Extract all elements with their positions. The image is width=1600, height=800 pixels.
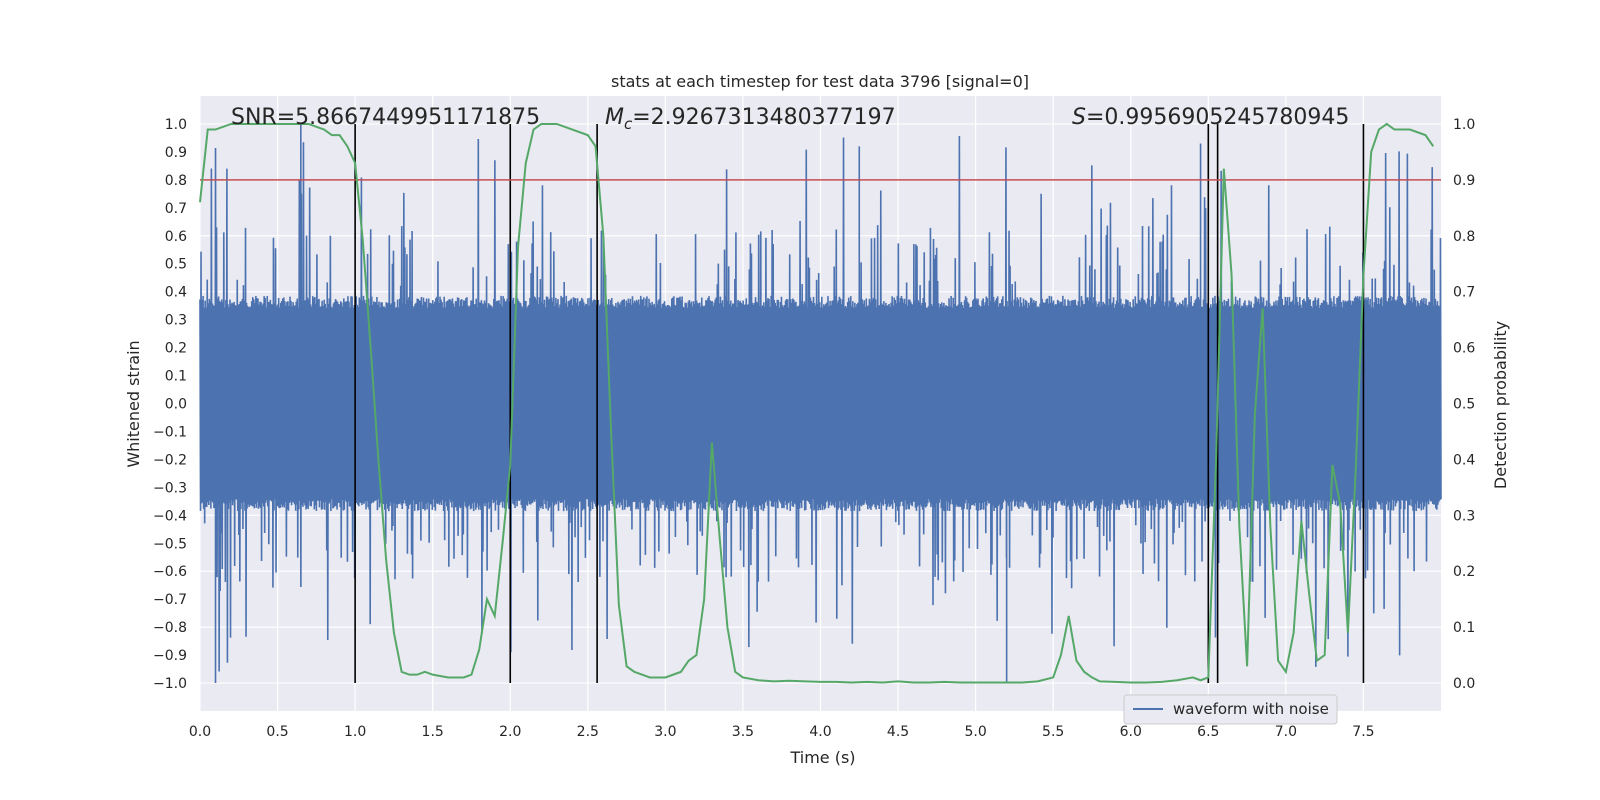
- y-tick-label: −0.7: [153, 592, 187, 608]
- x-tick-label: 1.5: [422, 724, 444, 740]
- waveform-line: [199, 123, 1442, 684]
- y-tick-label: 0.2: [165, 341, 187, 357]
- x-tick-label: 0.5: [266, 724, 288, 740]
- y-tick-label: 0.7: [165, 201, 187, 217]
- y-tick-label: −0.4: [153, 508, 187, 524]
- y-tick-label: −0.2: [153, 452, 187, 468]
- x-tick-label: 5.0: [964, 724, 986, 740]
- x-tick-label: 7.5: [1352, 724, 1374, 740]
- x-tick-label: 3.5: [732, 724, 754, 740]
- x-tick-label: 7.0: [1275, 724, 1297, 740]
- y-tick-label: 0.3: [165, 313, 187, 329]
- mc-symbol: M: [605, 105, 624, 130]
- y-tick-label: −0.3: [153, 480, 187, 496]
- y-axis-label: Whitened strain: [124, 340, 143, 467]
- y-tick-label: 0.5: [165, 257, 187, 273]
- y-tick-label: 0.4: [165, 285, 187, 301]
- x-tick-label: 2.5: [577, 724, 599, 740]
- probability-series: [199, 122, 1435, 684]
- x-axis-label: Time (s): [789, 748, 855, 767]
- x-tick-label: 4.5: [887, 724, 909, 740]
- y2-tick-label: 0.2: [1453, 564, 1475, 580]
- x-tick-label: 1.0: [344, 724, 366, 740]
- y-tick-labels: 1.0 0.9 0.8 0.7 0.6 0.5 0.4 0.3 0.2 0.1 0.0 −0.1 −0.…: [153, 117, 187, 692]
- y2-tick-label: 0.4: [1453, 452, 1475, 468]
- x-tick-label: 6.5: [1197, 724, 1219, 740]
- x-tick-label: 3.0: [654, 724, 676, 740]
- y-tick-label: −0.8: [153, 620, 187, 636]
- y-tick-label: −1.0: [153, 676, 187, 692]
- snr-annotation: SNR=5.8667449951171875: [231, 105, 540, 130]
- y-tick-label: 0.9: [165, 145, 187, 161]
- legend-label: waveform with noise: [1173, 700, 1329, 718]
- s-symbol: S: [1072, 105, 1086, 130]
- x-tick-label: 6.0: [1120, 724, 1142, 740]
- y-tick-label: −0.5: [153, 536, 187, 552]
- mc-annotation: Mc=2.9267313480377197: [605, 105, 896, 133]
- s-value: =0.9956905245780945: [1086, 105, 1349, 130]
- y2-tick-label: 0.9: [1453, 173, 1475, 189]
- y2-axis-label: Detection probability: [1491, 321, 1510, 489]
- y-tick-label: 0.8: [165, 173, 187, 189]
- y-tick-label: 0.0: [165, 397, 187, 413]
- x-tick-labels: 0.0 0.5 1.0 1.5 2.0 2.5 3.0 3.5 4.0 4.5 5.0 5.5 6.0 6…: [189, 724, 1375, 740]
- y2-tick-label: 0.1: [1453, 620, 1475, 636]
- y-tick-label: −0.1: [153, 424, 187, 440]
- x-tick-label: 0.0: [189, 724, 211, 740]
- y-tick-label: −0.9: [153, 648, 187, 664]
- x-tick-label: 2.0: [499, 724, 521, 740]
- waveform-series: [199, 123, 1442, 684]
- x-tick-label: 5.5: [1042, 724, 1064, 740]
- y-tick-label: 0.1: [165, 369, 187, 385]
- y-tick-label: −0.6: [153, 564, 187, 580]
- y2-tick-label: 0.5: [1453, 397, 1475, 413]
- y2-tick-label: 0.8: [1453, 229, 1475, 245]
- y2-tick-label: 0.3: [1453, 508, 1475, 524]
- s-annotation: S=0.9956905245780945: [1072, 105, 1349, 130]
- mc-subscript: c: [624, 115, 633, 133]
- y2-tick-labels: 1.0 0.9 0.8 0.7 0.6 0.5 0.4 0.3 0.2 0.1 0.0: [1453, 117, 1475, 692]
- y2-tick-label: 1.0: [1453, 117, 1475, 133]
- probability-line: [199, 122, 1435, 684]
- y-tick-label: 1.0: [165, 117, 187, 133]
- legend: waveform with noise: [1123, 694, 1338, 725]
- y2-tick-label: 0.0: [1453, 676, 1475, 692]
- chart-title: stats at each timestep for test data 379…: [611, 72, 1029, 91]
- mc-value: =2.9267313480377197: [632, 105, 895, 130]
- y2-tick-label: 0.7: [1453, 285, 1475, 301]
- x-tick-label: 4.0: [809, 724, 831, 740]
- legend-box: [1123, 694, 1338, 725]
- y2-tick-label: 0.6: [1453, 341, 1475, 357]
- y-tick-label: 0.6: [165, 229, 187, 245]
